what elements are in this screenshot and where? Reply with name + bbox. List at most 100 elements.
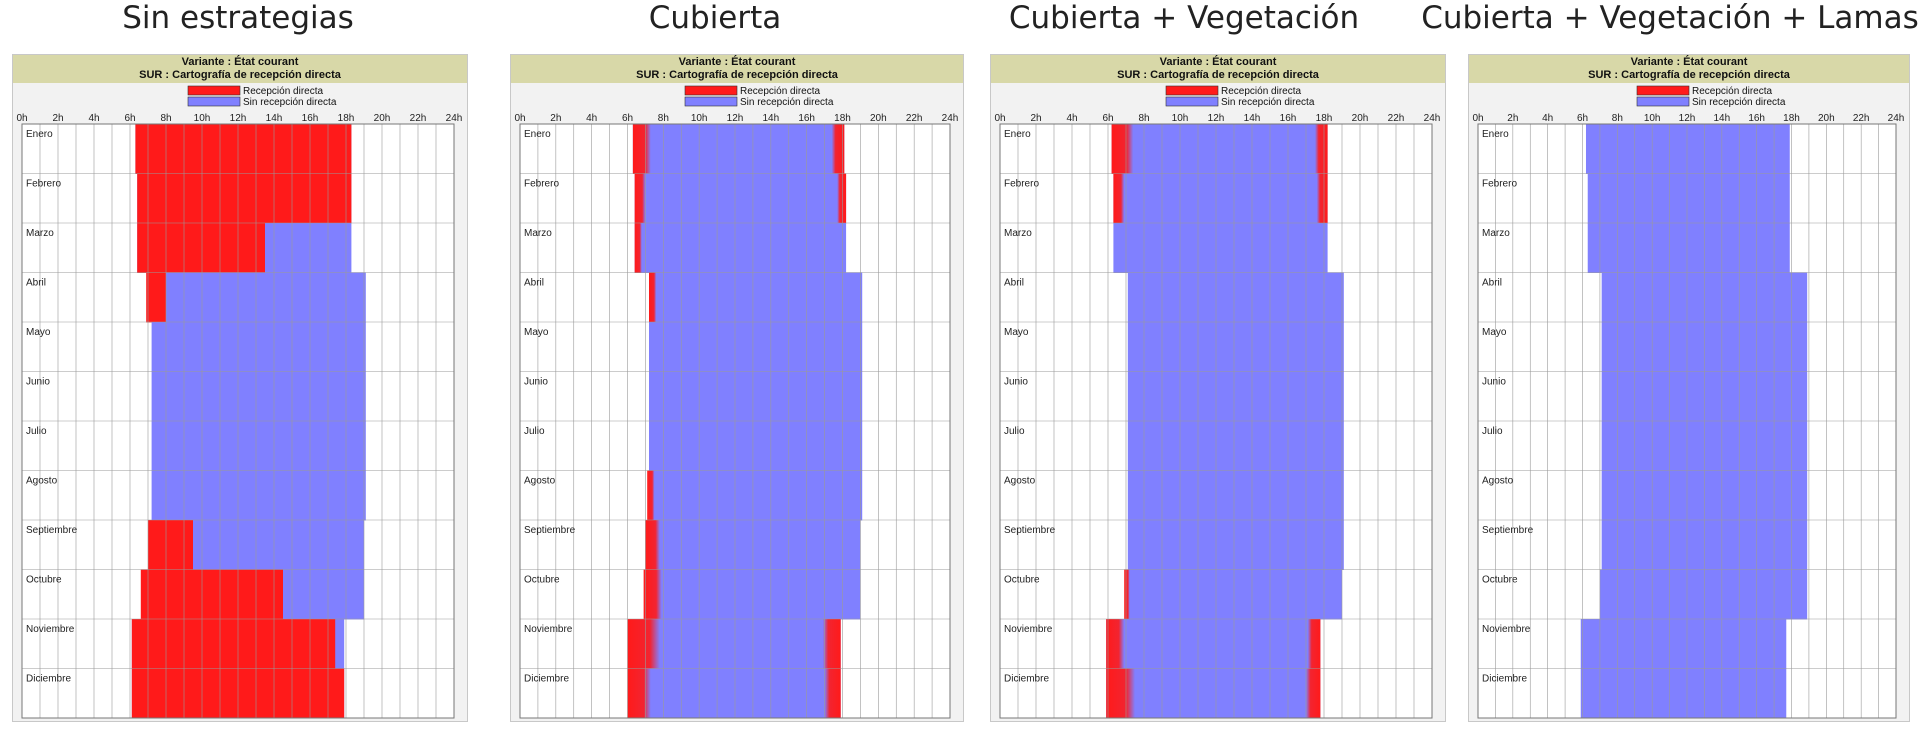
direct-reception-bar xyxy=(137,173,352,224)
direct-reception-bar xyxy=(131,619,336,669)
month-label: Noviembre xyxy=(1004,624,1053,635)
x-tick-label: 22h xyxy=(410,113,427,124)
month-label: Julio xyxy=(1004,426,1025,437)
direct-reception-bar xyxy=(148,520,193,570)
month-label: Febrero xyxy=(1482,179,1517,190)
x-tick-label: 14h xyxy=(266,113,283,124)
daylight-bar xyxy=(1113,173,1328,224)
month-label: Enero xyxy=(1004,129,1031,140)
x-tick-label: 16h xyxy=(1748,113,1765,124)
daylight-bar xyxy=(647,520,861,570)
month-label: Enero xyxy=(1482,129,1509,140)
month-label: Mayo xyxy=(1482,327,1507,338)
legend-label: Sin recepción directa xyxy=(1221,97,1315,108)
month-label: Octubre xyxy=(1482,575,1518,586)
x-tick-label: 10h xyxy=(194,113,211,124)
month-label: Julio xyxy=(26,426,47,437)
x-tick-label: 18h xyxy=(1783,113,1800,124)
month-label: Mayo xyxy=(26,327,51,338)
x-tick-label: 14h xyxy=(1244,113,1261,124)
x-tick-label: 22h xyxy=(1853,113,1870,124)
panel-title: Cubierta + Vegetación xyxy=(1008,0,1360,36)
x-tick-label: 24h xyxy=(1424,113,1441,124)
direct-reception-bar xyxy=(824,668,841,719)
legend-label: Sin recepción directa xyxy=(243,97,337,108)
panel-title: Cubierta xyxy=(648,0,782,36)
x-tick-label: 14h xyxy=(1713,113,1730,124)
daylight-bar xyxy=(1127,520,1344,570)
month-label: Marzo xyxy=(1482,228,1510,239)
x-tick-label: 20h xyxy=(1352,113,1369,124)
direct-reception-bar xyxy=(643,569,662,620)
x-tick-label: 0h xyxy=(1472,113,1483,124)
month-label: Enero xyxy=(524,129,551,140)
month-label: Septiembre xyxy=(1482,525,1534,536)
x-tick-label: 18h xyxy=(1316,113,1333,124)
map-subtitle: SUR : Cartografía de recepción directa xyxy=(139,69,341,81)
month-label: Mayo xyxy=(1004,327,1029,338)
x-tick-label: 8h xyxy=(658,113,669,124)
month-label: Octubre xyxy=(26,575,62,586)
direct-reception-bar xyxy=(146,272,166,323)
daylight-bar xyxy=(1127,272,1344,323)
daylight-bar xyxy=(151,421,366,471)
chart-panel-sin-estrategias: Sin estrategias Variante : État courant … xyxy=(12,0,468,736)
x-tick-label: 6h xyxy=(622,113,633,124)
direct-reception-bar xyxy=(1111,124,1134,174)
direct-reception-bar xyxy=(831,124,845,174)
month-label: Septiembre xyxy=(26,525,78,536)
legend-swatch xyxy=(1165,96,1219,107)
daylight-bar xyxy=(1580,668,1787,719)
legend-label: Recepción directa xyxy=(740,86,820,97)
x-tick-label: 16h xyxy=(798,113,815,124)
daylight-bar xyxy=(1106,619,1321,669)
month-label: Abril xyxy=(524,278,544,289)
legend-label: Sin recepción directa xyxy=(740,97,834,108)
legend-swatch xyxy=(684,96,738,107)
x-tick-label: 8h xyxy=(1138,113,1149,124)
direct-reception-bar xyxy=(647,470,655,521)
x-tick-label: 12h xyxy=(727,113,744,124)
direct-reception-bar xyxy=(634,173,646,224)
daylight-bar xyxy=(1587,173,1790,224)
daylight-bar xyxy=(1127,421,1344,471)
plot-border xyxy=(999,123,1433,719)
month-label: Abril xyxy=(1004,278,1024,289)
legend-swatch xyxy=(1636,96,1690,107)
month-label: Noviembre xyxy=(524,624,573,635)
month-label: Febrero xyxy=(524,179,559,190)
month-label: Abril xyxy=(1482,278,1502,289)
x-tick-label: 22h xyxy=(1388,113,1405,124)
x-tick-label: 4h xyxy=(88,113,99,124)
month-label: Octubre xyxy=(524,575,560,586)
daylight-bar xyxy=(649,322,863,372)
daylight-bar xyxy=(151,371,366,422)
month-label: Diciembre xyxy=(1482,674,1527,685)
month-label: Abril xyxy=(26,278,46,289)
month-label: Junio xyxy=(524,377,548,388)
x-tick-label: 8h xyxy=(1612,113,1623,124)
x-tick-label: 24h xyxy=(446,113,463,124)
chart-header: Variante : État courant SUR : Cartografí… xyxy=(511,55,963,83)
direct-reception-bar xyxy=(649,272,657,323)
chart-header: Variante : État courant SUR : Cartografí… xyxy=(1469,55,1909,83)
direct-reception-bar xyxy=(1113,173,1125,224)
map-subtitle: SUR : Cartografía de recepción directa xyxy=(636,69,838,81)
direct-reception-bar xyxy=(1307,619,1321,669)
daylight-bar xyxy=(649,371,863,422)
legend-swatch xyxy=(187,85,241,96)
direct-reception-bar xyxy=(140,569,283,620)
daylight-bar xyxy=(1127,322,1344,372)
x-tick-label: 14h xyxy=(762,113,779,124)
legend-swatch xyxy=(187,96,241,107)
x-tick-label: 24h xyxy=(1888,113,1905,124)
variant-label: Variante : État courant xyxy=(181,56,299,68)
chart-panel-cubierta-vegetacion-lamas: Cubierta + Vegetación + Lamas Variante :… xyxy=(1421,0,1919,736)
month-label: Diciembre xyxy=(26,674,71,685)
legend-swatch xyxy=(1636,85,1690,96)
x-tick-label: 12h xyxy=(230,113,247,124)
chart-panel-cubierta: Cubierta Variante : État courant SUR : C… xyxy=(510,0,964,736)
variant-label: Variante : État courant xyxy=(1159,56,1277,68)
